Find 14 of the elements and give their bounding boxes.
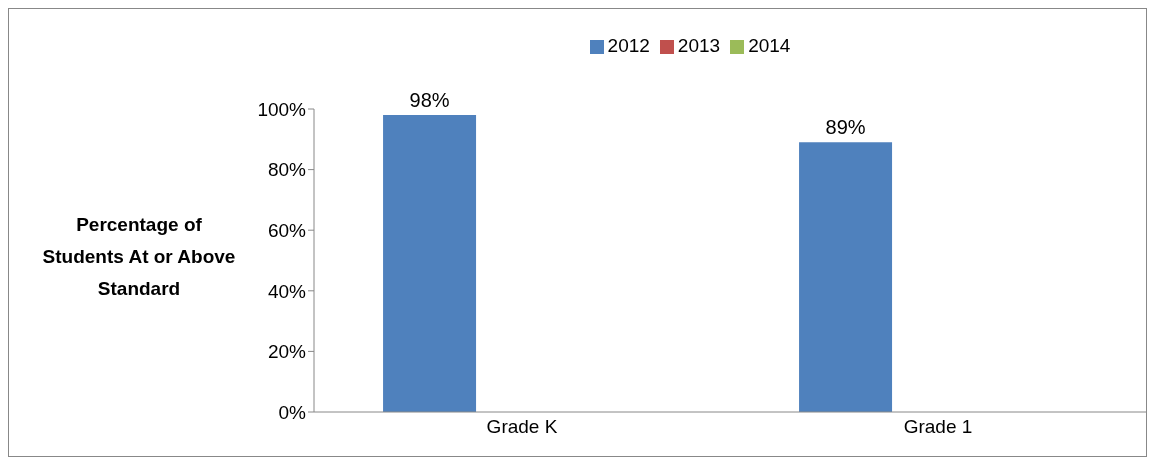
y-tick-label: 100% <box>257 98 307 120</box>
y-tick-label: 0% <box>278 401 307 423</box>
x-tick-label: Grade K <box>486 416 558 438</box>
legend-label: 2012 <box>607 35 650 56</box>
legend-label: 2013 <box>677 35 721 56</box>
y-tick-label: 60% <box>267 219 307 241</box>
y-tick-label: 80% <box>267 159 307 181</box>
data-label: 98% <box>409 89 450 112</box>
data-label: 89% <box>825 116 866 139</box>
y-tick-label: 40% <box>267 280 307 302</box>
x-tick-label: Grade 1 <box>903 416 973 438</box>
y-axis-title: Percentage of Students At or Above Standard <box>41 213 237 301</box>
legend-label: 2014 <box>748 35 791 56</box>
y-tick-label: 20% <box>267 341 307 363</box>
